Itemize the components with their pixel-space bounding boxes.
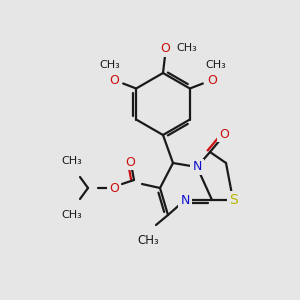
Text: O: O	[109, 182, 119, 194]
Text: O: O	[160, 43, 170, 56]
Text: CH₃: CH₃	[137, 234, 159, 247]
Text: CH₃: CH₃	[61, 156, 82, 166]
Text: CH₃: CH₃	[176, 43, 197, 53]
Text: O: O	[125, 155, 135, 169]
Text: CH₃: CH₃	[61, 210, 82, 220]
Text: N: N	[180, 194, 190, 206]
Text: CH₃: CH₃	[206, 61, 226, 70]
Text: S: S	[229, 193, 237, 207]
Text: O: O	[219, 128, 229, 140]
Text: O: O	[207, 74, 217, 87]
Text: N: N	[192, 160, 202, 173]
Text: O: O	[109, 74, 119, 87]
Text: CH₃: CH₃	[100, 61, 121, 70]
